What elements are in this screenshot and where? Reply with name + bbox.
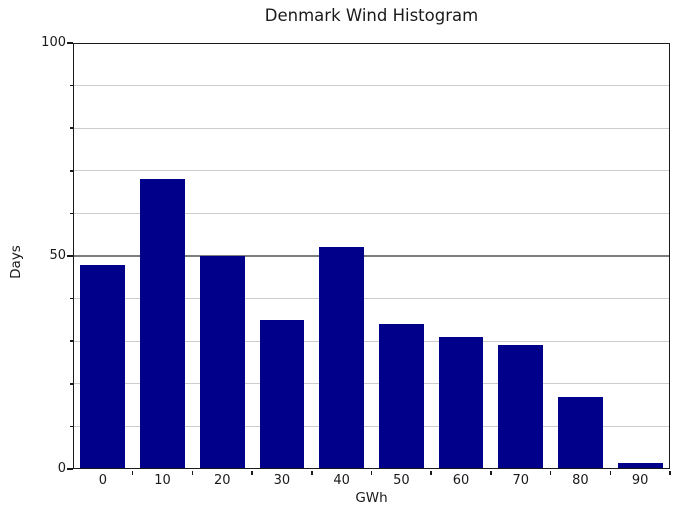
x-axis-tick xyxy=(251,470,253,475)
minor-gridline xyxy=(73,170,670,172)
bar-60 xyxy=(438,336,484,469)
bar-30 xyxy=(259,319,305,469)
y-axis-minor-tick xyxy=(69,383,73,385)
y-axis-minor-tick xyxy=(69,425,73,428)
x-tick-label: 70 xyxy=(512,473,530,488)
bar-70 xyxy=(498,345,544,469)
major-gridline xyxy=(73,255,670,257)
x-axis-tick xyxy=(191,470,194,475)
x-axis-tick xyxy=(669,470,671,475)
minor-gridline xyxy=(73,383,670,385)
minor-gridline xyxy=(73,127,670,129)
x-axis-tick xyxy=(490,470,492,475)
minor-gridline xyxy=(73,212,670,214)
bar-20 xyxy=(199,256,245,469)
x-tick-label: 20 xyxy=(213,473,231,488)
bar-90 xyxy=(617,462,663,469)
y-axis-minor-tick xyxy=(69,127,73,129)
x-tick-label: 50 xyxy=(393,473,410,488)
x-axis-tick xyxy=(549,470,552,475)
minor-gridline xyxy=(73,340,670,342)
minor-gridline xyxy=(73,298,670,300)
bar-40 xyxy=(319,247,365,469)
x-axis-label: GWh xyxy=(355,490,388,506)
chart-title: Denmark Wind Histogram xyxy=(264,6,479,25)
x-tick-label: 80 xyxy=(572,473,589,488)
x-axis-tick xyxy=(370,470,373,475)
y-axis-minor-tick xyxy=(69,340,73,342)
minor-gridline xyxy=(73,425,670,427)
x-axis-tick xyxy=(609,470,612,475)
y-tick-label: 50 xyxy=(49,248,66,263)
y-axis-major-tick xyxy=(67,255,73,257)
minor-gridline xyxy=(73,85,670,87)
bar-10 xyxy=(140,179,185,469)
y-tick-label: 100 xyxy=(41,35,66,50)
x-tick-label: 60 xyxy=(452,473,470,488)
y-axis-minor-tick xyxy=(69,212,73,215)
plot-area xyxy=(73,43,670,469)
bar-50 xyxy=(378,324,424,469)
x-axis-tick xyxy=(131,470,134,475)
x-axis-tick xyxy=(311,470,313,475)
y-axis-label: Days xyxy=(8,245,24,279)
x-tick-label: 90 xyxy=(631,473,649,488)
y-axis-minor-tick xyxy=(69,84,73,87)
bar-0 xyxy=(80,264,126,469)
bar-80 xyxy=(558,396,603,469)
x-tick-label: 30 xyxy=(273,473,291,488)
y-axis-minor-tick xyxy=(69,297,73,300)
y-axis-minor-tick xyxy=(69,170,73,172)
x-tick-label: 0 xyxy=(98,473,107,488)
y-axis-major-tick xyxy=(67,42,73,44)
x-tick-label: 40 xyxy=(333,473,350,488)
y-tick-label: 0 xyxy=(57,461,66,476)
y-axis-major-tick xyxy=(67,468,73,470)
x-axis-tick xyxy=(430,470,432,475)
x-tick-label: 10 xyxy=(154,473,171,488)
